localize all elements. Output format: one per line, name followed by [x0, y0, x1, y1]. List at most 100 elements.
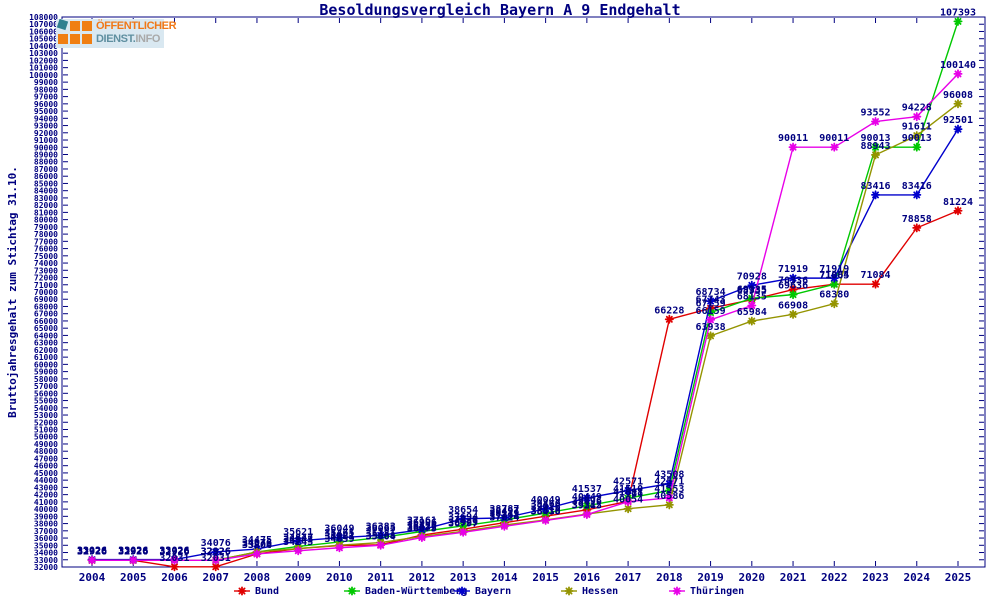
value-label: 37227 — [448, 515, 478, 526]
value-label: 36222 — [407, 522, 437, 533]
data-point — [871, 279, 881, 289]
data-point — [664, 479, 674, 489]
value-label: 68135 — [737, 291, 767, 302]
x-tick-label: 2013 — [450, 571, 477, 584]
x-tick-label: 2004 — [79, 571, 106, 584]
data-point — [871, 190, 881, 200]
value-label: 41553 — [654, 484, 684, 495]
y-tick-label: 39000 — [34, 512, 58, 521]
y-tick-label: 65000 — [34, 324, 58, 333]
oeffentlicher-dienst-logo: ÖFFENTLICHER DIENST.INFO — [56, 18, 177, 48]
data-point — [582, 501, 592, 511]
value-label: 92501 — [943, 115, 973, 126]
y-tick-label: 80000 — [34, 216, 58, 225]
y-tick-label: 63000 — [34, 339, 58, 348]
data-point — [871, 150, 881, 160]
legend-label: Thüringen — [690, 585, 745, 597]
y-tick-label: 49000 — [34, 440, 58, 449]
value-label: 39312 — [572, 500, 602, 511]
x-tick-label: 2022 — [821, 571, 848, 584]
y-tick-label: 36000 — [34, 534, 58, 543]
value-label: 32926 — [118, 546, 148, 557]
value-label: 83416 — [902, 181, 932, 192]
x-tick-label: 2010 — [326, 571, 353, 584]
y-tick-label: 94000 — [34, 114, 58, 123]
y-tick-label: 54000 — [34, 404, 58, 413]
y-tick-label: 52000 — [34, 418, 58, 427]
y-tick-label: 62000 — [34, 346, 58, 355]
value-label: 65984 — [737, 307, 767, 318]
y-axis: 3200033000340003500036000370003800039000… — [29, 13, 984, 572]
value-label: 33026 — [77, 546, 107, 557]
y-tick-label: 93000 — [34, 122, 58, 131]
series-th-ringen — [87, 69, 963, 565]
value-label: 32926 — [201, 546, 231, 557]
legend-label: Bund — [255, 585, 280, 597]
data-point — [953, 99, 963, 109]
value-label: 32926 — [201, 546, 231, 557]
x-tick-label: 2005 — [120, 571, 147, 584]
data-point — [953, 206, 963, 216]
legend-item-bayern: Bayern — [453, 584, 511, 598]
value-label: 34963 — [324, 532, 354, 543]
value-label: 68935 — [737, 286, 767, 297]
y-tick-label: 98000 — [34, 85, 58, 94]
y-tick-label: 77000 — [34, 237, 58, 246]
y-tick-label: 35000 — [34, 541, 58, 550]
data-point — [582, 493, 592, 503]
data-point — [912, 112, 922, 122]
y-tick-label: 37000 — [34, 527, 58, 536]
series-bayern — [87, 124, 963, 565]
value-label: 38119 — [489, 509, 519, 520]
data-point — [293, 546, 303, 556]
legend-item-hessen: Hessen — [560, 584, 618, 598]
y-tick-label: 45000 — [34, 469, 58, 478]
value-label: 67743 — [696, 294, 726, 305]
y-tick-label: 72000 — [34, 274, 58, 283]
data-point — [499, 513, 509, 523]
data-point — [499, 521, 509, 531]
data-point — [87, 555, 97, 565]
value-label: 43508 — [654, 470, 684, 481]
value-label: 68380 — [819, 290, 849, 301]
data-point — [871, 117, 881, 127]
value-label: 35465 — [324, 528, 354, 539]
value-label: 67159 — [696, 299, 726, 310]
value-label: 38654 — [448, 505, 478, 516]
value-label: 39245 — [572, 501, 602, 512]
value-label: 32926 — [159, 546, 189, 557]
data-point — [953, 16, 963, 26]
data-point — [376, 530, 386, 540]
logo-square — [58, 34, 68, 44]
value-label: 32926 — [201, 546, 231, 557]
value-label: 107393 — [940, 7, 976, 18]
value-label: 36929 — [448, 517, 478, 528]
value-label: 37624 — [489, 512, 519, 523]
data-point — [417, 533, 427, 543]
y-tick-label: 106000 — [29, 27, 58, 36]
value-label: 71919 — [819, 264, 849, 275]
series-line-hessen — [92, 103, 959, 561]
y-tick-label: 97000 — [34, 93, 58, 102]
x-tick-label: 2019 — [697, 571, 724, 584]
value-label: 94228 — [902, 103, 932, 114]
y-tick-label: 70000 — [34, 288, 58, 297]
value-label: 96008 — [943, 90, 973, 101]
y-tick-label: 92000 — [34, 129, 58, 138]
value-label: 33804 — [242, 540, 272, 551]
value-label: 33806 — [242, 540, 272, 551]
y-tick-label: 102000 — [29, 56, 58, 65]
y-tick-label: 67000 — [34, 310, 58, 319]
value-label: 34659 — [324, 534, 354, 545]
x-tick-label: 2016 — [574, 571, 601, 584]
x-tick-label: 2007 — [202, 571, 229, 584]
data-point — [458, 514, 468, 524]
y-tick-label: 60000 — [34, 360, 58, 369]
value-label: 100140 — [940, 60, 976, 71]
y-tick-label: 42000 — [34, 491, 58, 500]
value-label: 93552 — [860, 108, 890, 119]
value-label: 66159 — [696, 306, 726, 317]
